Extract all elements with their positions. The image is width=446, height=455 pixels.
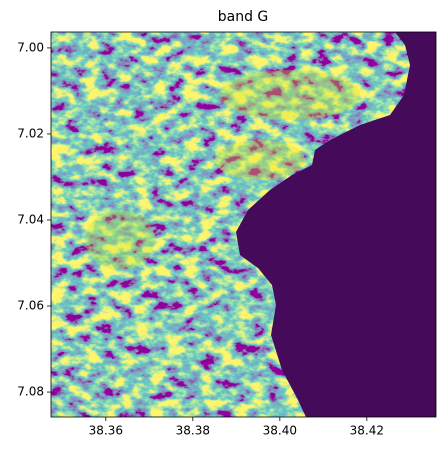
x-tick-label: 38.40 bbox=[263, 424, 297, 438]
raster-image bbox=[51, 32, 436, 417]
axes-frame bbox=[50, 31, 437, 418]
x-tick-label: 38.38 bbox=[176, 424, 210, 438]
y-tick-label: 7.00 bbox=[17, 40, 44, 54]
y-tick-label: 7.04 bbox=[17, 212, 44, 226]
y-tick-label: 7.02 bbox=[17, 126, 44, 140]
x-tick-label: 38.42 bbox=[350, 424, 384, 438]
y-tick-label: 7.08 bbox=[17, 385, 44, 399]
x-tick-label: 38.36 bbox=[89, 424, 123, 438]
chart-title: band G bbox=[218, 9, 269, 25]
y-tick-label: 7.06 bbox=[17, 299, 44, 313]
